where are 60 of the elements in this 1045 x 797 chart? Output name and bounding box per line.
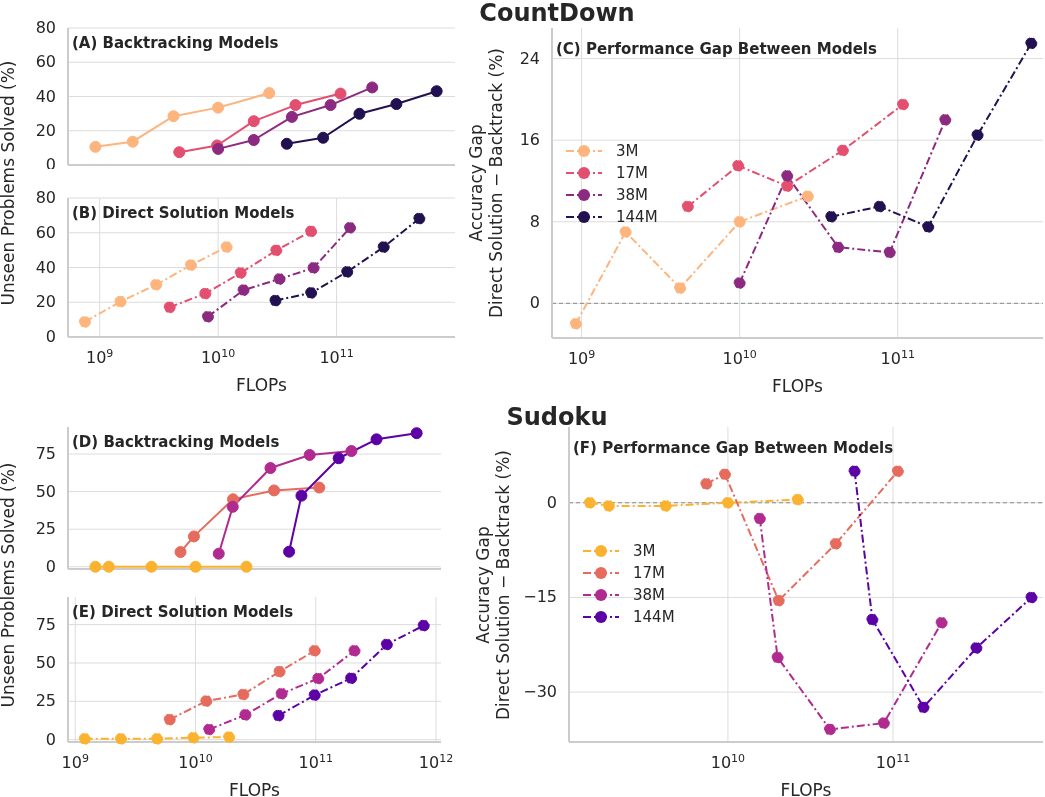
x-axis-title: FLOPs	[772, 376, 824, 396]
legend-label: 3M	[633, 542, 656, 561]
y-tick-label: 0	[45, 556, 56, 576]
x-tick-label: 10$^{9}$	[567, 347, 596, 368]
y-tick-label: 50	[35, 481, 56, 501]
y-tick-label: 50	[35, 652, 56, 672]
chart-title: (E) Direct Solution Models	[72, 603, 294, 621]
text: (D) Backtracking Models	[72, 433, 280, 451]
x-tick-label: 10$^{10}$	[178, 751, 213, 772]
x-tick-label: 10$^{9}$	[86, 346, 114, 367]
legend-label: 17M	[633, 564, 666, 583]
y-tick-label: −30	[523, 682, 557, 702]
x-tick-label: 10$^{10}$	[710, 751, 746, 772]
y-tick-label: 0	[546, 492, 557, 512]
annotation: Sudoku	[505, 403, 609, 431]
y-tick-label: 25	[35, 691, 56, 711]
x-tick-label: 10$^{10}$	[722, 347, 757, 368]
x-axis-title: FLOPs	[229, 780, 281, 797]
y-axis-title: Unseen Problems Solved (%)	[0, 60, 19, 305]
y-tick-label: 40	[35, 86, 56, 106]
legend-label: 17M	[616, 163, 649, 182]
x-tick-label: 10$^{11}$	[875, 751, 911, 772]
x-axis-title: FLOPs	[780, 780, 832, 797]
y-axis-title: Accuracy Gap Direct Solution − Backtrack (%)	[466, 48, 506, 318]
y-tick-label: 75	[35, 444, 56, 464]
y-tick-label: 16	[519, 130, 540, 150]
legend-label: 38M	[633, 586, 666, 605]
y-tick-label: 60	[35, 52, 56, 72]
y-axis-title: Unseen Problems Solved (%)	[0, 462, 19, 707]
x-tick-label: 10$^{11}$	[319, 346, 354, 367]
y-tick-label: 60	[35, 222, 56, 242]
y-tick-label: 24	[519, 48, 540, 68]
x-tick-label: 10$^{10}$	[200, 346, 236, 367]
text: (F) Performance Gap Between Models	[573, 439, 894, 457]
y-tick-label: 0	[45, 729, 56, 749]
legend-label: 3M	[616, 141, 639, 160]
x-tick-label: 10$^{9}$	[61, 751, 89, 772]
x-axis-title: FLOPs	[236, 375, 288, 395]
y-tick-label: 8	[529, 211, 540, 231]
y-tick-label: 75	[35, 614, 56, 634]
y-tick-label: 20	[35, 292, 56, 312]
y-tick-label: 25	[35, 519, 56, 539]
y-axis-title: Accuracy Gap Direct Solution − Backtrack (%)	[473, 449, 513, 720]
legend-label: 144M	[616, 207, 658, 226]
chart-title: (B) Direct Solution Models	[72, 204, 295, 222]
x-tick-label: 10$^{11}$	[880, 347, 915, 368]
legend-label: 38M	[616, 185, 649, 204]
x-tick-label: 10$^{12}$	[418, 751, 454, 772]
y-tick-label: 0	[529, 293, 540, 313]
y-tick-label: 80	[35, 188, 56, 207]
chart-title: (A) Backtracking Models	[72, 34, 279, 52]
x-tick-label: 10$^{11}$	[298, 751, 333, 772]
y-tick-label: 20	[35, 120, 56, 140]
legend-label: 144M	[633, 608, 675, 627]
y-tick-label: 80	[35, 18, 56, 37]
y-tick-label: 40	[35, 257, 56, 277]
y-tick-label: −15	[523, 587, 557, 607]
text: (C) Performance Gap Between Models	[556, 40, 877, 58]
text: CountDown	[478, 0, 636, 27]
y-tick-label: 0	[45, 327, 56, 346]
